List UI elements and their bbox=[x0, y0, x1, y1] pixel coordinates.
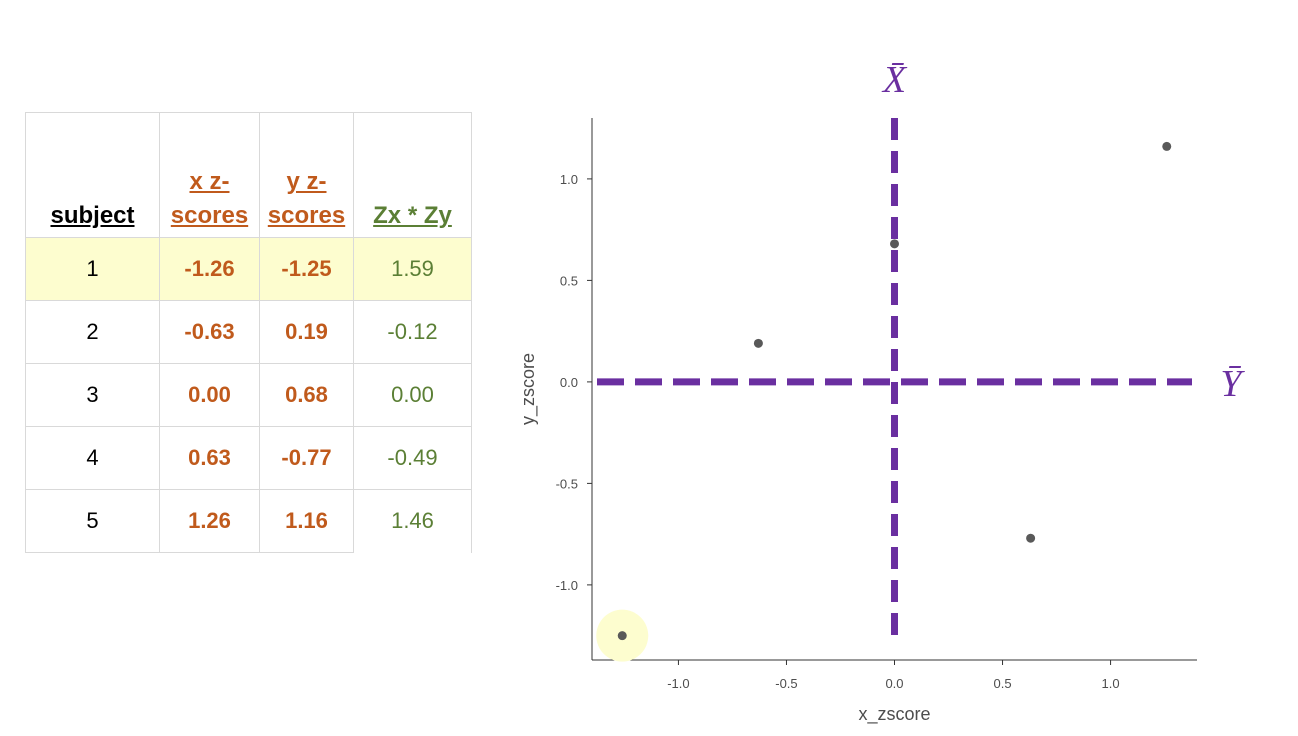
x-axis-label: x_zscore bbox=[858, 704, 930, 725]
cell-y-zscore: 1.16 bbox=[259, 489, 354, 553]
data-point bbox=[753, 338, 763, 348]
cell-y-zscore: 0.68 bbox=[259, 363, 354, 427]
cell-subject: 3 bbox=[25, 363, 160, 427]
cell-subject: 5 bbox=[25, 489, 160, 553]
y-axis-label: y_zscore bbox=[518, 353, 539, 425]
data-point bbox=[1026, 533, 1036, 543]
cell-y-zscore: -0.77 bbox=[259, 426, 354, 490]
data-point bbox=[617, 631, 627, 641]
cell-x-zscore: -1.26 bbox=[159, 237, 260, 301]
header-y-zscores: y z-scores bbox=[259, 112, 354, 238]
y-mean-label: Ȳ bbox=[1220, 363, 1245, 405]
cell-product: 1.46 bbox=[353, 489, 472, 553]
header-subject: subject bbox=[25, 112, 160, 238]
table-row: 5 1.26 1.16 1.46 bbox=[25, 489, 472, 553]
x-tick-label: -0.5 bbox=[775, 676, 797, 691]
cell-subject: 2 bbox=[25, 300, 160, 364]
table-header-row: subject x z-scores y z-scores Zx * Zy bbox=[25, 112, 472, 238]
table-row: 2 -0.63 0.19 -0.12 bbox=[25, 300, 472, 364]
cell-x-zscore: -0.63 bbox=[159, 300, 260, 364]
cell-product: 0.00 bbox=[353, 363, 472, 427]
cell-y-zscore: -1.25 bbox=[259, 237, 354, 301]
y-tick-label: 0.5 bbox=[560, 273, 578, 288]
x-mean-label: X̄ bbox=[881, 59, 908, 101]
data-point bbox=[890, 239, 899, 249]
x-tick-label: 1.0 bbox=[1102, 676, 1120, 691]
cell-product: -0.12 bbox=[353, 300, 472, 364]
table-row: 4 0.63 -0.77 -0.49 bbox=[25, 426, 472, 490]
table-row: 3 0.00 0.68 0.00 bbox=[25, 363, 472, 427]
cell-product: 1.59 bbox=[353, 237, 472, 301]
cell-subject: 4 bbox=[25, 426, 160, 490]
y-tick-label: 0.0 bbox=[560, 375, 578, 390]
x-tick-label: -1.0 bbox=[667, 676, 689, 691]
x-tick-label: 0.5 bbox=[993, 676, 1011, 691]
data-point bbox=[1162, 141, 1172, 151]
cell-y-zscore: 0.19 bbox=[259, 300, 354, 364]
cell-x-zscore: 0.00 bbox=[159, 363, 260, 427]
y-tick-label: 1.0 bbox=[560, 172, 578, 187]
y-tick-label: -0.5 bbox=[556, 476, 578, 491]
y-tick-label: -1.0 bbox=[556, 578, 578, 593]
x-tick-label: 0.0 bbox=[885, 676, 903, 691]
cell-x-zscore: 1.26 bbox=[159, 489, 260, 553]
table-body: 1 -1.26 -1.25 1.59 2 -0.63 0.19 -0.12 3 0.00 0.68 0… bbox=[25, 237, 472, 553]
header-x-zscores: x z-scores bbox=[159, 112, 260, 238]
table-row: 1 -1.26 -1.25 1.59 bbox=[25, 237, 472, 301]
cell-product: -0.49 bbox=[353, 426, 472, 490]
zscore-table: subject x z-scores y z-scores Zx * Zy 1-… bbox=[25, 112, 472, 553]
